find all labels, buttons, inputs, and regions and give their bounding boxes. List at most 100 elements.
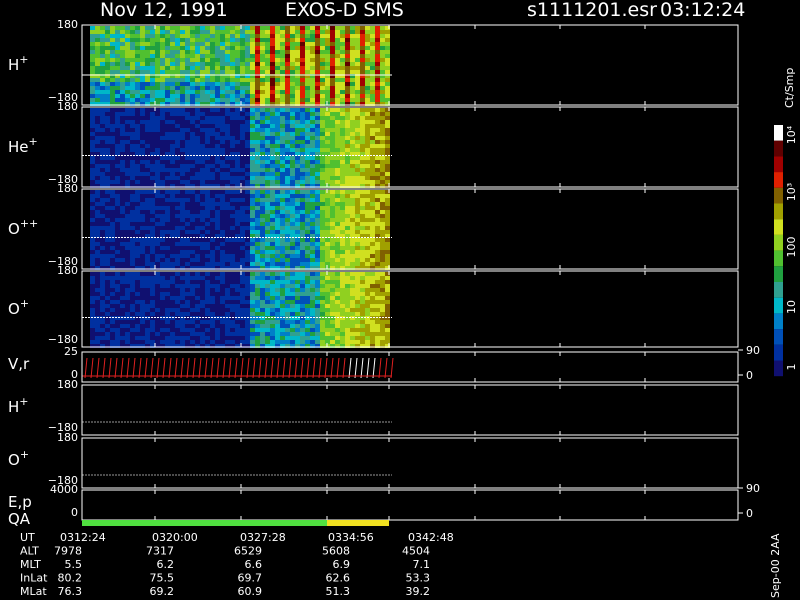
spectrogram-cell — [265, 324, 270, 328]
spectrogram-cell — [95, 272, 100, 276]
spectrogram-cell — [385, 266, 390, 270]
spectrogram-cell — [225, 272, 230, 276]
spectrogram-cell — [115, 190, 120, 194]
spectrogram-cell — [325, 128, 330, 132]
y-tick-label: 180 — [57, 264, 78, 277]
spectrogram-cell — [355, 312, 360, 316]
spectrogram-cell — [335, 152, 340, 156]
spectrogram-cell — [245, 312, 250, 316]
spectrogram-cell — [315, 46, 320, 50]
spectrogram-cell — [385, 82, 390, 86]
spectrogram-cell — [200, 226, 205, 230]
spectrogram-cell — [385, 164, 390, 168]
spectrogram-cell — [275, 194, 280, 198]
spectrogram-cell — [160, 296, 165, 300]
spectrogram-cell — [90, 112, 95, 116]
spectrogram-cell — [230, 62, 235, 66]
spectrogram-cell — [375, 312, 380, 316]
spectrogram-cell — [100, 168, 105, 172]
spectrogram-cell — [275, 34, 280, 38]
spectrogram-cell — [315, 226, 320, 230]
spectrogram-cell — [100, 222, 105, 226]
spectrogram-cell — [105, 320, 110, 324]
spectrogram-cell — [160, 136, 165, 140]
spectrogram-cell — [130, 58, 135, 62]
spectrogram-cell — [165, 198, 170, 202]
spectrogram-cell — [160, 276, 165, 280]
spectrogram-cell — [245, 46, 250, 50]
spectrogram-cell — [255, 238, 260, 242]
spectrogram-cell — [330, 152, 335, 156]
spectrogram-cell — [90, 304, 95, 308]
spectrogram-cell — [290, 132, 295, 136]
spectrogram-cell — [215, 128, 220, 132]
spectrogram-cell — [360, 50, 365, 54]
spectrogram-cell — [180, 132, 185, 136]
spectrogram-cell — [115, 210, 120, 214]
spectrogram-cell — [300, 148, 305, 152]
spectrogram-cell — [125, 148, 130, 152]
spectrogram-cell — [170, 296, 175, 300]
spectrogram-cell — [125, 50, 130, 54]
spectrogram-cell — [295, 344, 300, 348]
spectrogram-cell — [380, 218, 385, 222]
y-tick-label: −180 — [48, 421, 78, 434]
spectrogram-cell — [175, 180, 180, 184]
spectrogram-cell — [100, 26, 105, 30]
spectrogram-cell — [350, 90, 355, 94]
spectrogram-cell — [255, 102, 260, 106]
spectrogram-cell — [205, 90, 210, 94]
date: Nov 12, 1991 — [100, 0, 228, 21]
spectrogram-cell — [230, 292, 235, 296]
vr-trace — [96, 357, 100, 379]
spectrogram-cell — [130, 160, 135, 164]
spectrogram-cell — [220, 140, 225, 144]
spectrogram-cell — [150, 308, 155, 312]
spectrogram-cell — [145, 202, 150, 206]
spectrogram-cell — [295, 206, 300, 210]
spectrogram-cell — [240, 266, 245, 270]
spectrogram-cell — [225, 250, 230, 254]
spectrogram-cell — [160, 332, 165, 336]
spectrogram-cell — [100, 90, 105, 94]
spectrogram-cell — [285, 152, 290, 156]
spectrogram-cell — [265, 42, 270, 46]
spectrogram-cell — [105, 246, 110, 250]
spectrogram-cell — [385, 258, 390, 262]
spectrogram-cell — [170, 206, 175, 210]
spectrogram-cell — [125, 258, 130, 262]
spectrogram-cell — [245, 156, 250, 160]
spectrogram-cell — [90, 58, 95, 62]
spectrogram-cell — [120, 308, 125, 312]
spectrogram-cell — [90, 344, 95, 348]
spectrogram-cell — [330, 324, 335, 328]
spectrogram-cell — [190, 320, 195, 324]
spectrogram-cell — [180, 300, 185, 304]
spectrogram-cell — [190, 70, 195, 74]
spectrogram-cell — [260, 26, 265, 30]
spectrogram-cell — [380, 336, 385, 340]
spectrogram-cell — [370, 300, 375, 304]
spectrogram-cell — [180, 276, 185, 280]
spectrogram-cell — [365, 284, 370, 288]
spectrogram-cell — [145, 242, 150, 246]
spectrogram-cell — [355, 214, 360, 218]
spectrogram-cell — [165, 70, 170, 74]
spectrogram-cell — [255, 120, 260, 124]
spectrogram-cell — [125, 304, 130, 308]
spectrogram-cell — [325, 124, 330, 128]
spectrogram-cell — [205, 46, 210, 50]
spectrogram-cell — [265, 128, 270, 132]
spectrogram-cell — [315, 198, 320, 202]
spectrogram-cell — [230, 108, 235, 112]
spectrogram-cell — [305, 230, 310, 234]
spectrogram-cell — [320, 180, 325, 184]
spectrogram-cell — [375, 34, 380, 38]
spectrogram-cell — [90, 280, 95, 284]
spectrogram-cell — [165, 258, 170, 262]
spectrogram-cell — [130, 70, 135, 74]
spectrogram-cell — [180, 230, 185, 234]
spectrogram-cell — [245, 210, 250, 214]
spectrogram-cell — [200, 304, 205, 308]
spectrogram-cell — [180, 144, 185, 148]
